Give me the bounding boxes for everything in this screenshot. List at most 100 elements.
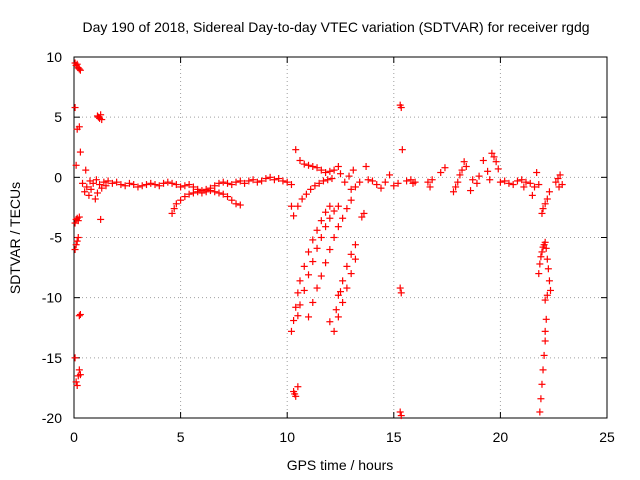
data-point — [394, 179, 402, 187]
data-point — [501, 177, 509, 185]
data-point — [177, 183, 185, 191]
data-point — [373, 181, 381, 189]
data-point — [343, 284, 351, 292]
data-point — [298, 195, 306, 203]
data-point — [270, 176, 278, 184]
data-point — [328, 175, 336, 183]
data-point — [89, 179, 97, 187]
data-point — [536, 408, 544, 416]
data-point — [341, 178, 349, 186]
data-point — [121, 182, 129, 190]
data-point — [541, 337, 549, 345]
data-point — [275, 175, 283, 183]
data-point — [351, 241, 359, 249]
data-point — [189, 189, 197, 197]
data-point — [317, 166, 325, 174]
data-point — [326, 202, 334, 210]
data-point — [407, 176, 415, 184]
data-point — [71, 104, 79, 112]
data-point — [245, 177, 253, 185]
data-point — [322, 208, 330, 216]
data-point — [364, 176, 372, 184]
data-point — [249, 176, 257, 184]
data-point — [330, 166, 338, 174]
data-point — [294, 202, 302, 210]
data-point — [198, 189, 206, 197]
data-point — [305, 313, 313, 321]
data-point — [381, 178, 389, 186]
data-point — [262, 175, 270, 183]
data-point — [462, 163, 470, 171]
data-point — [202, 188, 210, 196]
grid-lines — [74, 57, 607, 418]
data-point — [326, 214, 334, 222]
data-point — [334, 202, 342, 210]
data-point — [73, 382, 81, 390]
data-point — [142, 181, 150, 189]
data-point — [317, 272, 325, 280]
data-point — [309, 298, 317, 306]
data-point — [97, 215, 105, 223]
data-point — [386, 171, 394, 179]
data-point — [539, 366, 547, 374]
data-point — [160, 179, 168, 187]
data-point — [339, 298, 347, 306]
data-point — [339, 277, 347, 285]
data-point — [543, 291, 551, 299]
data-point — [456, 171, 464, 179]
data-point — [334, 291, 342, 299]
data-point — [347, 270, 355, 278]
data-point — [545, 188, 553, 196]
data-point — [545, 277, 553, 285]
data-point — [522, 178, 530, 186]
data-point — [76, 311, 84, 319]
data-point — [309, 163, 317, 171]
data-point — [100, 178, 108, 186]
data-points — [71, 59, 566, 420]
data-point — [75, 312, 83, 320]
data-point — [475, 172, 483, 180]
x-tick-label: 15 — [386, 429, 402, 445]
x-axis-label: GPS time / hours — [287, 457, 394, 473]
data-point — [552, 178, 560, 186]
data-point — [458, 166, 466, 174]
y-axis-ticks: 10 5 0 -5 -10 -15 -20 — [42, 49, 607, 426]
data-point — [224, 193, 232, 201]
data-point — [266, 173, 274, 181]
data-point — [362, 163, 370, 171]
data-point — [296, 277, 304, 285]
data-point — [307, 185, 315, 193]
data-point — [75, 123, 83, 131]
data-point — [339, 214, 347, 222]
data-point — [98, 184, 106, 192]
data-point — [541, 327, 549, 335]
data-point — [85, 191, 93, 199]
data-point — [97, 111, 105, 119]
data-point — [538, 248, 546, 256]
chart-title: Day 190 of 2018, Sidereal Day-to-day VTE… — [82, 19, 589, 35]
data-point — [317, 217, 325, 225]
data-point — [189, 183, 197, 191]
data-point — [224, 179, 232, 187]
data-point — [228, 181, 236, 189]
data-point — [134, 183, 142, 191]
data-point — [326, 246, 334, 254]
data-point — [537, 395, 545, 403]
data-point — [313, 284, 321, 292]
data-point — [185, 190, 193, 198]
y-tick-label: -15 — [42, 350, 62, 366]
data-point — [279, 177, 287, 185]
data-point — [75, 366, 83, 374]
data-point — [554, 175, 562, 183]
data-point — [313, 164, 321, 172]
data-point — [397, 289, 405, 297]
data-point — [138, 182, 146, 190]
data-point — [294, 383, 302, 391]
data-point — [542, 315, 550, 323]
data-point — [426, 183, 434, 191]
data-point — [72, 241, 80, 249]
data-point — [398, 146, 406, 154]
y-tick-label: 5 — [54, 109, 62, 125]
data-point — [168, 209, 176, 217]
